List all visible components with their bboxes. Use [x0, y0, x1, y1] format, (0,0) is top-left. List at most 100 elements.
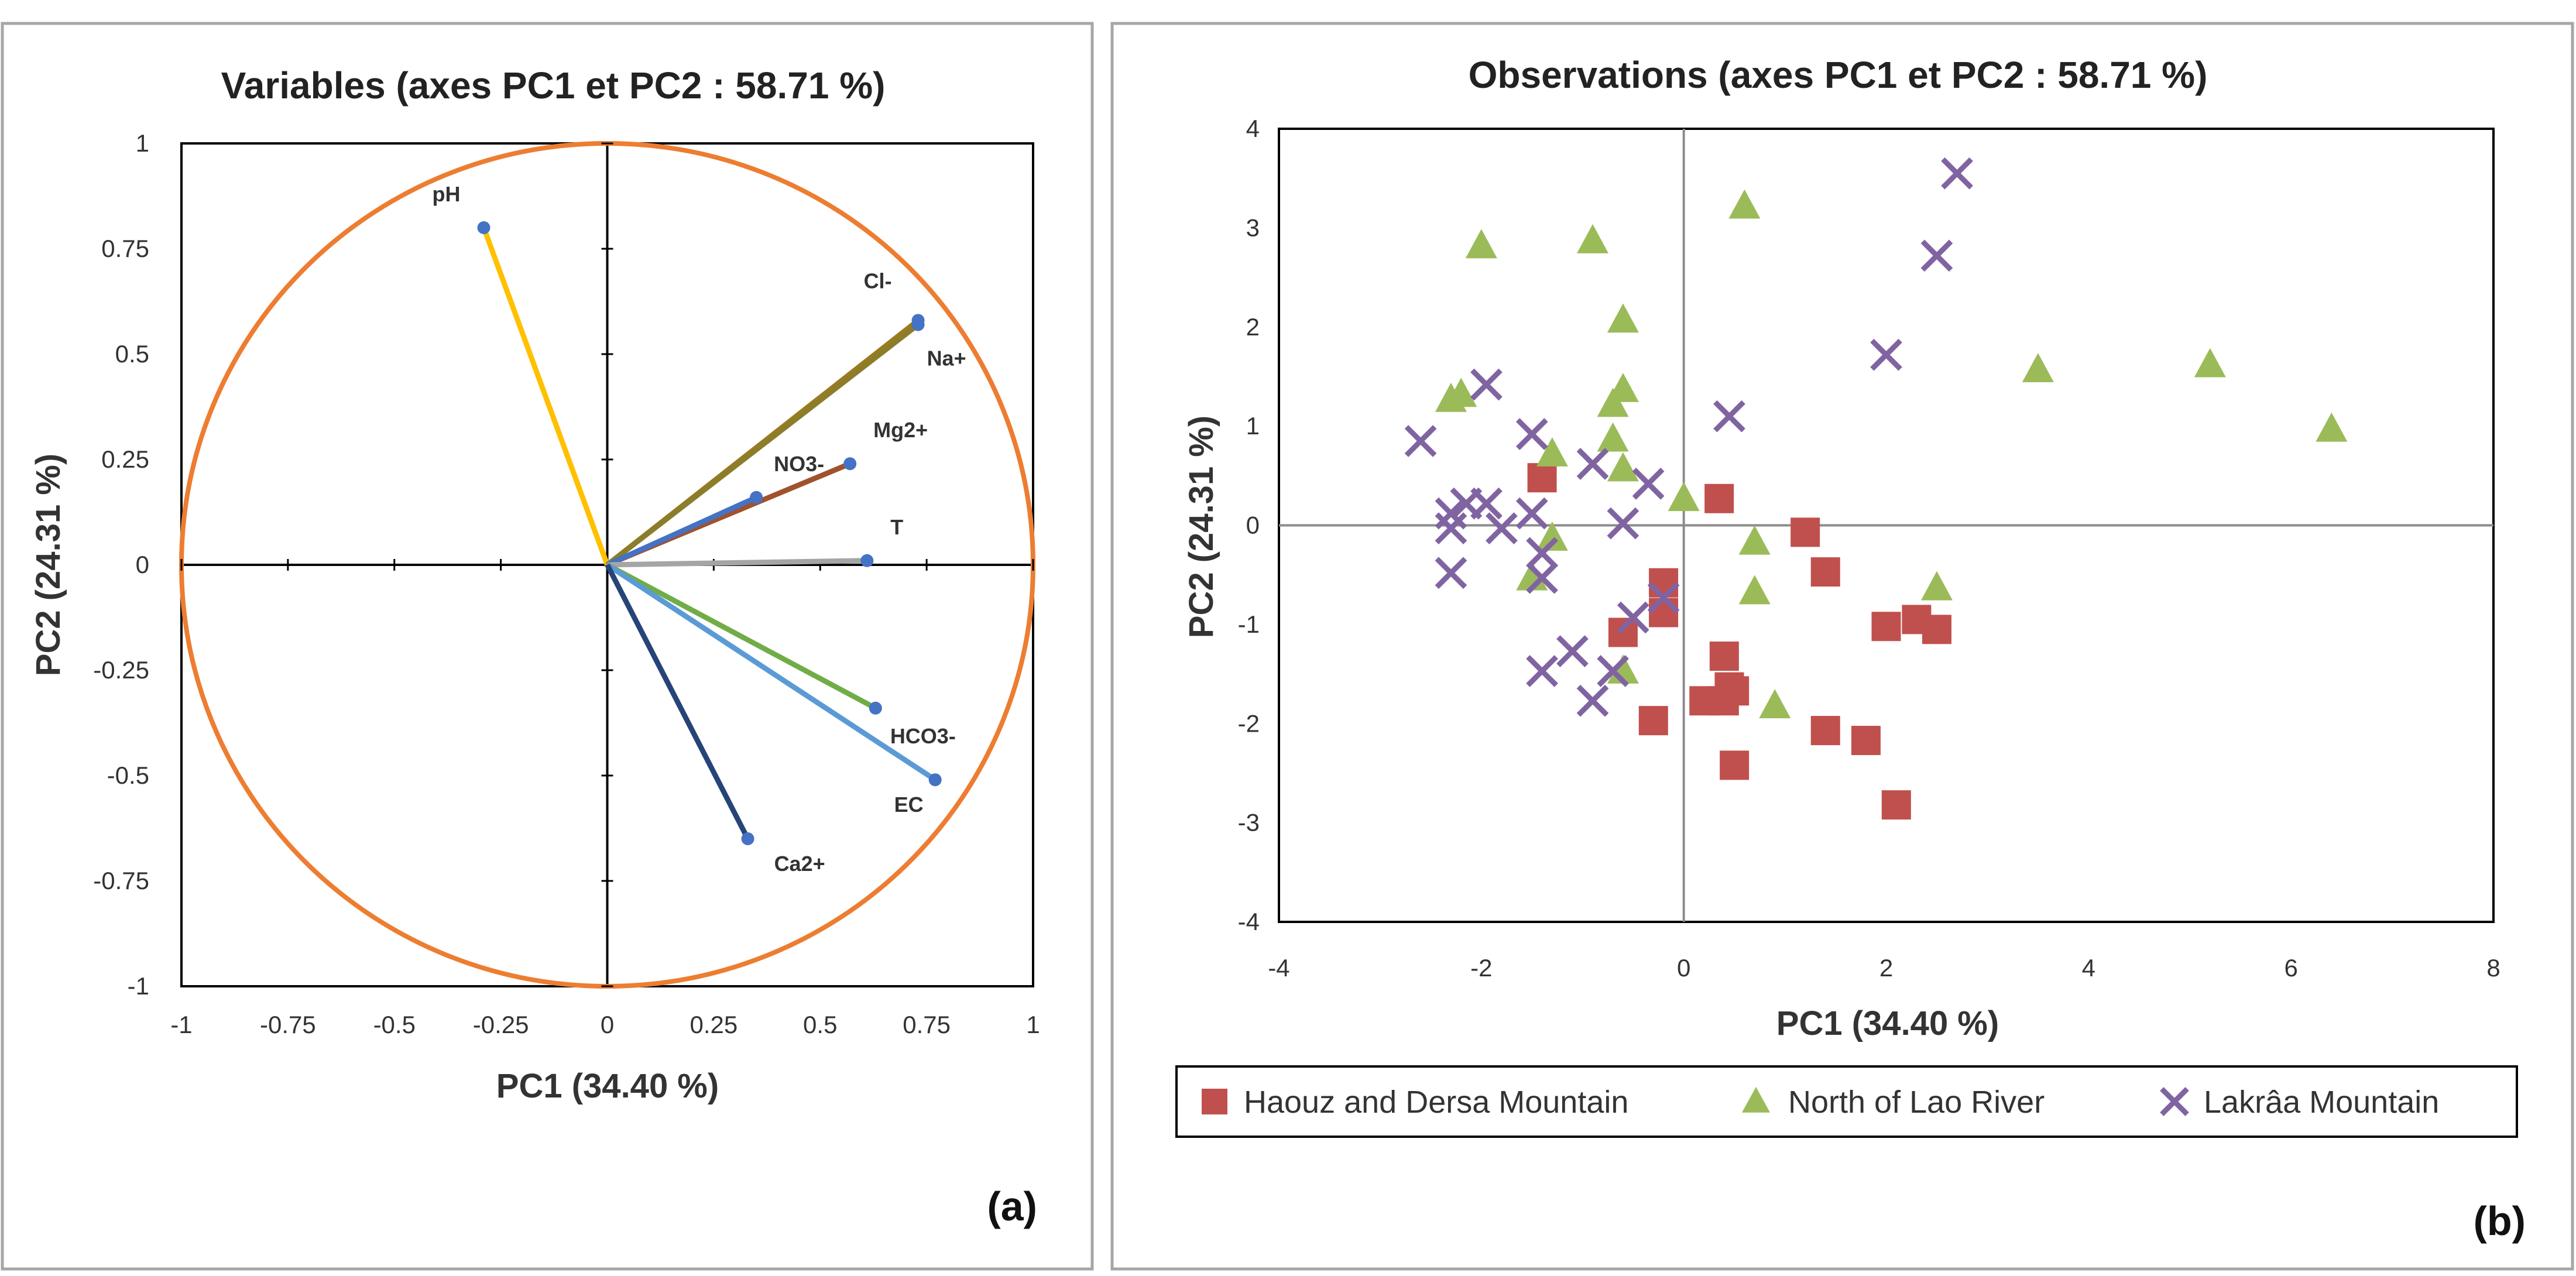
vector-ec-label: EC	[894, 793, 924, 817]
panel-a-frame	[1, 22, 1094, 1271]
point-lakr-a-mountain	[1556, 635, 1589, 667]
point-lakr-a-mountain	[1526, 537, 1558, 570]
vector-na-label: Na+	[927, 347, 966, 371]
point-haouz-and-dersa-mountain	[1871, 612, 1901, 642]
point-north-of-lao-river	[1759, 689, 1791, 719]
variables-x-tick-label: 0.5	[803, 1011, 837, 1038]
observations-x-tick-label: 8	[2486, 954, 2500, 982]
point-lakr-a-mountain	[1435, 557, 1467, 589]
point-lakr-a-mountain	[1617, 601, 1649, 634]
observations-y-tick-label: 2	[1246, 313, 1260, 341]
point-north-of-lao-river	[1577, 224, 1609, 253]
point-north-of-lao-river	[1536, 522, 1568, 551]
point-lakr-a-mountain	[1576, 684, 1609, 717]
point-haouz-and-dersa-mountain	[1720, 750, 1750, 780]
variables-chart-title: Variables (axes PC1 et PC2 : 58.71 %)	[221, 64, 886, 107]
point-north-of-lao-river	[1465, 229, 1497, 259]
variables-y-tick-label: 0.25	[101, 445, 149, 473]
variables-x-axis-title: PC1 (34.40 %)	[496, 1067, 719, 1105]
point-north-of-lao-river	[1445, 378, 1477, 407]
observations-y-tick-label: 0	[1246, 512, 1260, 539]
variables-x-tick-label: 0.25	[690, 1011, 738, 1038]
observations-y-tick-label: 1	[1246, 412, 1260, 440]
variables-y-tick-label: -1	[128, 972, 149, 1000]
point-haouz-and-dersa-mountain	[1709, 642, 1739, 671]
vector-ca2-line	[605, 563, 750, 841]
point-lakr-a-mountain	[1470, 487, 1503, 520]
observations-y-tick-label: -3	[1238, 809, 1260, 836]
observations-y-tick-labels: 4 3 2 1 0 -1 -2 -3 -4	[1238, 115, 1260, 935]
vector-mg2-label: Mg2+	[873, 418, 928, 442]
point-lakr-a-mountain	[1515, 418, 1548, 451]
point-haouz-and-dersa-mountain	[1790, 517, 1820, 547]
vector-hco3-line	[606, 562, 877, 711]
point-haouz-and-dersa-mountain	[1881, 790, 1911, 820]
observations-points	[1404, 157, 2348, 820]
point-lakr-a-mountain	[1435, 512, 1467, 544]
point-north-of-lao-river	[1607, 303, 1639, 333]
point-lakr-a-mountain	[1450, 487, 1483, 520]
observations-axes	[1279, 129, 2493, 922]
vector-ca2-label: Ca2+	[774, 852, 825, 876]
vector-ph-line	[481, 227, 610, 566]
point-north-of-lao-river	[1920, 571, 1953, 601]
point-haouz-and-dersa-mountain	[1527, 463, 1557, 493]
point-haouz-and-dersa-mountain	[1709, 686, 1739, 716]
point-haouz-and-dersa-mountain	[1922, 615, 1951, 644]
vector-ec-line	[606, 562, 937, 782]
variables-y-tick-label: 0.5	[115, 340, 149, 368]
variables-x-tick-labels: -1 -0.75 -0.5 -0.25 0 0.25 0.5 0.75 1	[170, 1011, 1040, 1038]
point-lakr-a-mountain	[1470, 368, 1503, 401]
variables-x-tick-label: 0	[601, 1011, 614, 1038]
vector-mg2-point	[843, 457, 857, 471]
legend-marker-lakr-a-mountain	[2160, 1087, 2189, 1116]
variables-x-tick-label: 0.75	[903, 1011, 951, 1038]
point-haouz-and-dersa-mountain	[1810, 716, 1840, 746]
vector-ec-point	[928, 773, 942, 787]
legend-label-north-of-lao-river: North of Lao River	[1788, 1085, 2045, 1120]
series-lakr-a-mountain	[1404, 157, 1973, 717]
point-north-of-lao-river	[1738, 575, 1771, 605]
point-haouz-and-dersa-mountain	[1704, 483, 1734, 513]
point-lakr-a-mountain	[1486, 512, 1518, 544]
observations-y-tick-label: -4	[1238, 908, 1260, 935]
variables-y-tick-label: -0.75	[93, 867, 149, 894]
point-haouz-and-dersa-mountain	[1649, 598, 1679, 627]
point-lakr-a-mountain	[1576, 448, 1609, 480]
point-lakr-a-mountain	[1713, 400, 1745, 433]
variables-y-axis-title: PC2 (24.31 %)	[29, 454, 67, 676]
observations-y-tick-label: -1	[1238, 610, 1260, 638]
legend-box	[1175, 1065, 2518, 1138]
point-lakr-a-mountain	[1647, 581, 1680, 614]
series-haouz-and-dersa-mountain	[1527, 463, 1951, 820]
vector-na-point	[911, 318, 925, 331]
point-north-of-lao-river	[1668, 482, 1700, 512]
variables-x-tick-label: 1	[1026, 1011, 1040, 1038]
point-lakr-a-mountain	[1526, 561, 1558, 594]
point-lakr-a-mountain	[1870, 338, 1902, 371]
variables-x-tick-label: -1	[170, 1011, 192, 1038]
vector-no3-line	[606, 495, 757, 568]
variables-x-tick-label: -0.5	[373, 1011, 416, 1038]
observations-x-tick-labels: -4 -2 0 2 4 6 8	[1268, 954, 2500, 982]
point-north-of-lao-river	[2194, 348, 2226, 378]
vector-na-line	[605, 323, 920, 567]
variables-x-tick-label: -0.75	[260, 1011, 316, 1038]
variables-y-tick-labels: 1 0.75 0.5 0.25 0 -0.25 -0.5 -0.75 -1	[93, 129, 149, 1000]
point-haouz-and-dersa-mountain	[1851, 726, 1881, 756]
vector-ca2-point	[741, 832, 754, 845]
observations-y-tick-label: -2	[1238, 709, 1260, 737]
point-north-of-lao-river	[1597, 422, 1629, 452]
variables-y-tick-label: 0	[136, 551, 149, 578]
point-lakr-a-mountain	[1941, 157, 1973, 190]
legend-marker-haouz-and-dersa-mountain	[1202, 1089, 1227, 1114]
variables-y-tick-label: -0.5	[107, 762, 149, 789]
variables-chart: Variables (axes PC1 et PC2 : 58.71 %) -1…	[29, 64, 1040, 1229]
legend-marker-north-of-lao-river	[1742, 1086, 1770, 1113]
point-haouz-and-dersa-mountain	[1810, 557, 1840, 587]
observations-x-tick-label: 4	[2082, 954, 2095, 982]
point-lakr-a-mountain	[1632, 467, 1665, 500]
point-north-of-lao-river	[1728, 189, 1761, 219]
vector-t-label: T	[890, 515, 903, 539]
